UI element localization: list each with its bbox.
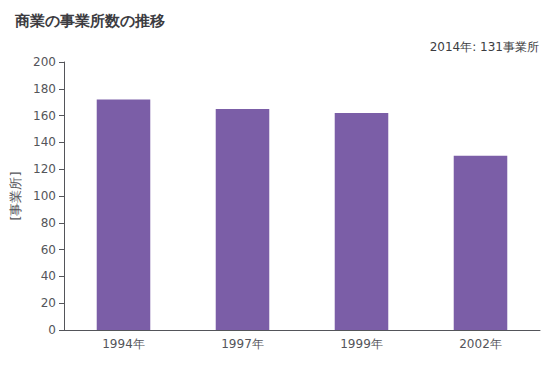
svg-text:2014年: 131事業所: 2014年: 131事業所 — [430, 40, 539, 54]
svg-text:200: 200 — [33, 55, 56, 69]
svg-text:[事業所]: [事業所] — [8, 171, 23, 220]
svg-text:20: 20 — [41, 296, 56, 310]
svg-text:1994年: 1994年 — [102, 337, 145, 351]
svg-text:160: 160 — [33, 109, 56, 123]
svg-text:100: 100 — [33, 189, 56, 203]
svg-text:180: 180 — [33, 82, 56, 96]
svg-text:1997年: 1997年 — [221, 337, 264, 351]
svg-text:80: 80 — [41, 216, 56, 230]
svg-text:0: 0 — [48, 323, 56, 337]
svg-text:120: 120 — [33, 162, 56, 176]
svg-text:2002年: 2002年 — [459, 337, 502, 351]
svg-text:1999年: 1999年 — [340, 337, 383, 351]
svg-text:60: 60 — [41, 243, 56, 257]
svg-text:40: 40 — [41, 269, 56, 283]
svg-text:商業の事業所数の推移: 商業の事業所数の推移 — [14, 12, 165, 30]
svg-text:140: 140 — [33, 135, 56, 149]
